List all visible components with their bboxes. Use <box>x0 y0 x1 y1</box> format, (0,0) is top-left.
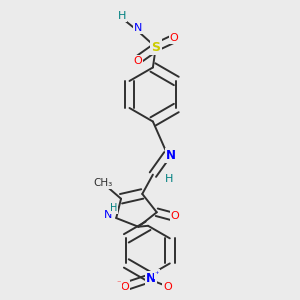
Text: N: N <box>134 23 142 33</box>
Text: O: O <box>121 282 129 292</box>
Text: N: N <box>146 272 156 285</box>
Text: H: H <box>110 203 117 213</box>
Text: O: O <box>133 56 142 66</box>
Text: CH₃: CH₃ <box>93 178 112 188</box>
Text: ⁺: ⁺ <box>154 270 159 279</box>
Text: S: S <box>151 41 160 54</box>
Text: ⁻: ⁻ <box>117 278 121 287</box>
Text: O: O <box>163 282 172 292</box>
Text: H: H <box>118 11 126 21</box>
Text: N: N <box>104 210 113 220</box>
Text: O: O <box>171 211 179 221</box>
Text: H: H <box>165 174 173 184</box>
Text: O: O <box>170 32 178 43</box>
Text: N: N <box>166 149 176 162</box>
